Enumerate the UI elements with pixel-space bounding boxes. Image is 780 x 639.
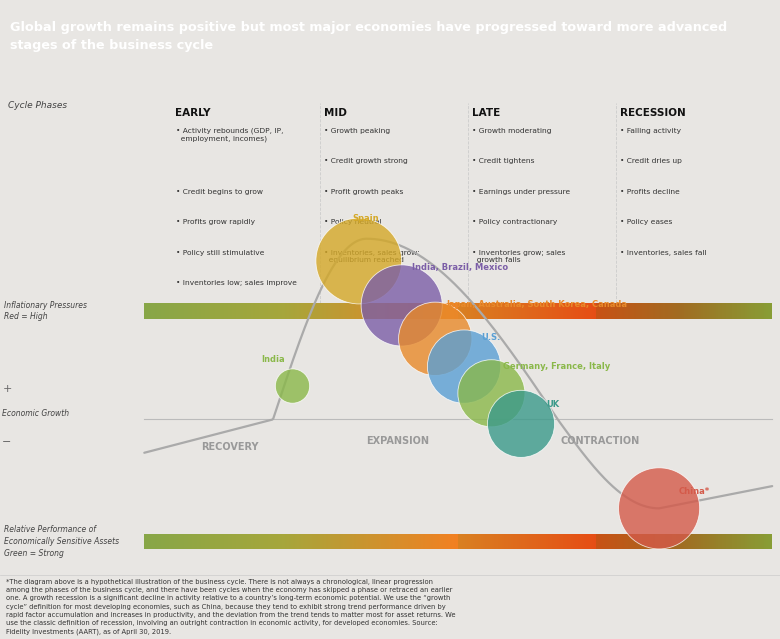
Ellipse shape <box>458 360 525 427</box>
Text: −: − <box>2 436 12 447</box>
Text: • Credit dries up: • Credit dries up <box>620 158 682 164</box>
Text: EXPANSION: EXPANSION <box>367 436 429 447</box>
Text: • Inventories, sales fall: • Inventories, sales fall <box>620 250 707 256</box>
Text: • Profits grow rapidly: • Profits grow rapidly <box>176 219 254 226</box>
Text: • Falling activity: • Falling activity <box>620 128 681 134</box>
Text: India: India <box>261 355 285 364</box>
Text: Japan, Australia, South Korea, Canada: Japan, Australia, South Korea, Canada <box>446 300 627 309</box>
Text: Global growth remains positive but most major economies have progressed toward m: Global growth remains positive but most … <box>10 21 728 52</box>
Text: • Inventories grow; sales
  growth falls: • Inventories grow; sales growth falls <box>472 250 566 263</box>
Text: Germany, France, Italy: Germany, France, Italy <box>503 362 610 371</box>
Text: LATE: LATE <box>472 108 500 118</box>
Text: • Credit begins to grow: • Credit begins to grow <box>176 189 263 195</box>
Text: Relative Performance of
Economically Sensitive Assets
Green = Strong: Relative Performance of Economically Sen… <box>4 525 119 558</box>
Text: • Growth peaking: • Growth peaking <box>324 128 390 134</box>
Text: • Activity rebounds (GDP, IP,
  employment, incomes): • Activity rebounds (GDP, IP, employment… <box>176 128 283 142</box>
Text: Spain: Spain <box>353 214 379 223</box>
Text: • Policy neutral: • Policy neutral <box>324 219 381 226</box>
Ellipse shape <box>316 218 402 304</box>
Text: +: + <box>2 384 12 394</box>
Text: • Policy contractionary: • Policy contractionary <box>472 219 557 226</box>
Ellipse shape <box>399 302 472 376</box>
Text: UK: UK <box>546 401 559 410</box>
Text: Economic Growth: Economic Growth <box>2 410 69 419</box>
Text: Inflationary Pressures
Red = High: Inflationary Pressures Red = High <box>4 300 87 321</box>
Text: RECESSION: RECESSION <box>620 108 686 118</box>
Text: • Inventories low; sales improve: • Inventories low; sales improve <box>176 281 296 286</box>
Text: • Credit tightens: • Credit tightens <box>472 158 534 164</box>
Text: • Credit growth strong: • Credit growth strong <box>324 158 407 164</box>
Ellipse shape <box>361 265 442 346</box>
Text: India, Brazil, Mexico: India, Brazil, Mexico <box>412 263 508 272</box>
Ellipse shape <box>275 369 310 403</box>
Text: RECOVERY: RECOVERY <box>201 442 259 452</box>
Text: • Profit growth peaks: • Profit growth peaks <box>324 189 403 195</box>
Text: MID: MID <box>324 108 346 118</box>
Text: • Inventories, sales grow;
  equilibrium reached: • Inventories, sales grow; equilibrium r… <box>324 250 420 263</box>
Text: • Policy still stimulative: • Policy still stimulative <box>176 250 264 256</box>
Text: China*: China* <box>679 486 710 496</box>
Text: • Growth moderating: • Growth moderating <box>472 128 551 134</box>
Text: • Earnings under pressure: • Earnings under pressure <box>472 189 570 195</box>
Text: U.S.: U.S. <box>481 332 501 342</box>
Ellipse shape <box>619 468 700 549</box>
Text: • Profits decline: • Profits decline <box>620 189 680 195</box>
Ellipse shape <box>488 390 555 458</box>
Text: Cycle Phases: Cycle Phases <box>8 101 67 110</box>
Text: CONTRACTION: CONTRACTION <box>561 436 640 447</box>
Text: *The diagram above is a hypothetical illustration of the business cycle. There i: *The diagram above is a hypothetical ill… <box>6 579 456 635</box>
Text: EARLY: EARLY <box>176 108 211 118</box>
Ellipse shape <box>427 330 501 403</box>
Text: • Policy eases: • Policy eases <box>620 219 672 226</box>
